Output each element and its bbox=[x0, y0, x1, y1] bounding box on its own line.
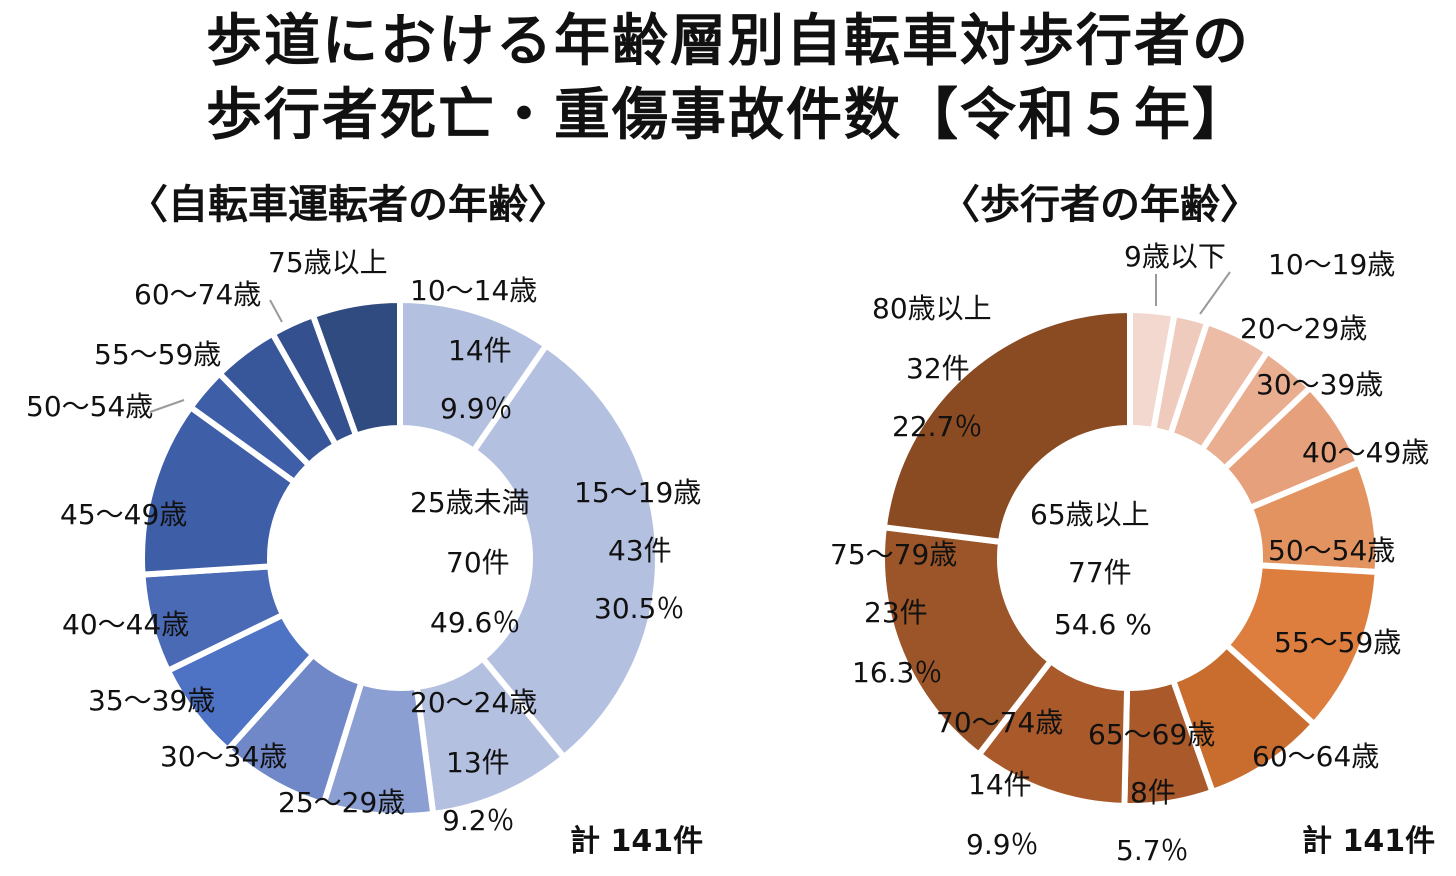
left-label-45-49: 45～49歳 bbox=[60, 498, 188, 531]
right-percent-75-79: 16.3％ bbox=[852, 656, 943, 689]
left-label-25-29: 25～29歳 bbox=[278, 786, 406, 819]
right-donut-hole bbox=[1002, 430, 1258, 686]
right-total: 計 141件 bbox=[1302, 824, 1436, 859]
left-donut-hole bbox=[272, 430, 528, 686]
left-count-15-19: 43件 bbox=[608, 534, 672, 567]
right-count-80plus: 32件 bbox=[906, 352, 970, 385]
left-label-30-34: 30～34歳 bbox=[160, 740, 288, 773]
right-label-20-29: 20～29歳 bbox=[1240, 312, 1368, 345]
left-label-20-24: 20～24歳 bbox=[410, 686, 538, 719]
left-label-50-54: 50～54歳 bbox=[26, 390, 154, 423]
right-label-60-64: 60～64歳 bbox=[1252, 740, 1380, 773]
left-label-55-59: 55～59歳 bbox=[94, 338, 222, 371]
left-label-60-74: 60～74歳 bbox=[134, 278, 262, 311]
right-leader-10-19 bbox=[1199, 271, 1231, 315]
left-label-10-14: 10～14歳 bbox=[410, 274, 538, 307]
left-center-count: 70件 bbox=[446, 546, 510, 579]
right-center-percent: 54.6 % bbox=[1054, 608, 1152, 641]
right-label-30-39: 30～39歳 bbox=[1256, 368, 1384, 401]
right-slice-10 bbox=[879, 524, 1054, 758]
right-label-10-19: 10～19歳 bbox=[1268, 248, 1396, 281]
left-center-label: 25歳未満 bbox=[410, 486, 530, 519]
right-label-70-74: 70～74歳 bbox=[936, 706, 1064, 739]
left-leader-50-54 bbox=[149, 399, 185, 413]
right-label-80plus: 80歳以上 bbox=[872, 292, 992, 325]
left-count-20-24: 13件 bbox=[446, 746, 510, 779]
left-percent-20-24: 9.2％ bbox=[442, 804, 515, 837]
right-slice-11 bbox=[880, 307, 1133, 545]
left-slice-1 bbox=[470, 342, 661, 761]
right-count-75-79: 23件 bbox=[864, 596, 928, 629]
right-percent-70-74: 9.9％ bbox=[966, 828, 1039, 861]
right-label-50-54: 50～54歳 bbox=[1268, 534, 1396, 567]
right-percent-80plus: 22.7％ bbox=[892, 410, 983, 443]
page-title-line1: 歩道における年齢層別自転車対歩行者の bbox=[206, 9, 1250, 74]
chart-right-title: 〈歩行者の年齢〉 bbox=[940, 182, 1260, 228]
left-total: 計 141件 bbox=[570, 824, 704, 859]
right-label-55-59: 55～59歳 bbox=[1274, 626, 1402, 659]
chart-left-title: 〈自転車運転者の年齢〉 bbox=[128, 182, 568, 228]
left-leader-75plus bbox=[269, 299, 283, 323]
right-count-70-74: 14件 bbox=[968, 768, 1032, 801]
left-count-10-14: 14件 bbox=[448, 334, 512, 367]
right-center-label: 65歳以上 bbox=[1030, 498, 1150, 531]
left-label-75plus: 75歳以上 bbox=[268, 246, 388, 279]
left-label-15-19: 15～19歳 bbox=[574, 476, 702, 509]
left-percent-15-19: 30.5％ bbox=[594, 592, 685, 625]
left-label-35-39: 35～39歳 bbox=[88, 684, 216, 717]
left-center-percent: 49.6％ bbox=[430, 606, 521, 639]
left-percent-10-14: 9.9％ bbox=[440, 392, 513, 425]
left-label-40-44: 40～44歳 bbox=[62, 608, 190, 641]
page-title-line2: 歩行者死亡・重傷事故件数【令和５年】 bbox=[206, 83, 1250, 148]
right-label-75-79: 75～79歳 bbox=[830, 538, 958, 571]
right-count-65-69: 8件 bbox=[1130, 776, 1176, 809]
right-label-40-49: 40～49歳 bbox=[1302, 436, 1430, 469]
right-label-65-69: 65～69歳 bbox=[1088, 718, 1216, 751]
right-label-9under: 9歳以下 bbox=[1124, 240, 1226, 273]
right-percent-65-69: 5.7％ bbox=[1116, 834, 1189, 867]
left-slice-11 bbox=[309, 297, 403, 439]
right-center-count: 77件 bbox=[1068, 556, 1132, 589]
